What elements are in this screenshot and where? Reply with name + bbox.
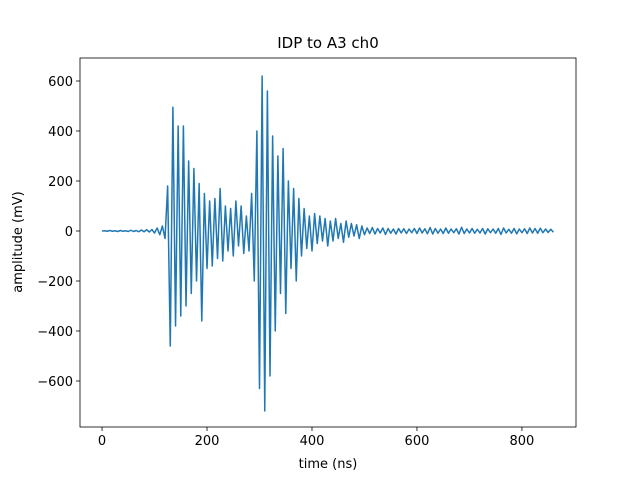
y-tick-label: −600 (37, 375, 73, 390)
x-tick-label: 200 (195, 434, 220, 449)
x-tick-label: 600 (405, 434, 430, 449)
x-tick-label: 800 (510, 434, 535, 449)
y-axis-label: amplitude (mV) (11, 191, 26, 293)
y-tick-label: 400 (48, 125, 73, 140)
y-tick-label: −400 (37, 325, 73, 340)
x-tick-label: 0 (98, 434, 106, 449)
y-tick-label: 200 (48, 175, 73, 190)
chart-title: IDP to A3 ch0 (277, 34, 378, 52)
signal-line (101, 75, 554, 412)
y-tick-label: −200 (37, 275, 73, 290)
x-tick-label: 400 (300, 434, 325, 449)
y-tick-label: 600 (48, 75, 73, 90)
x-axis-label: time (ns) (299, 457, 358, 472)
y-tick-label: 0 (65, 225, 73, 240)
plot-frame (79, 57, 577, 428)
